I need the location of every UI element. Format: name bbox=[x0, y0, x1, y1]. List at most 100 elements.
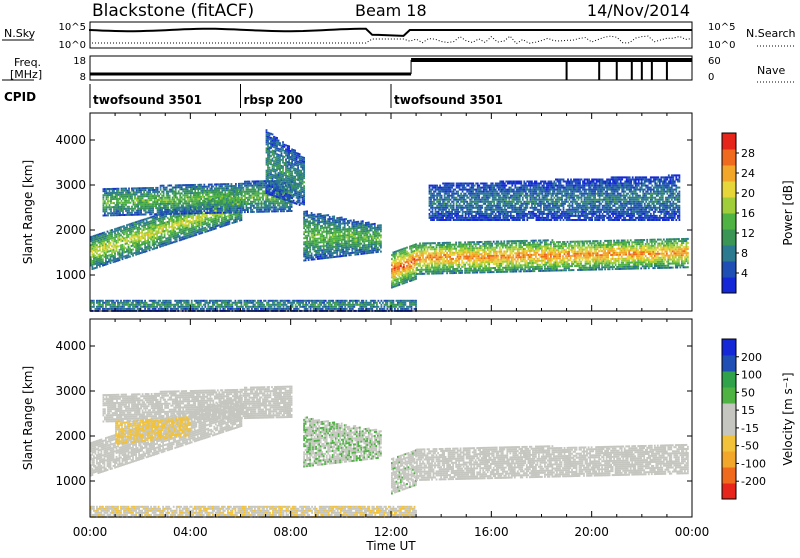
echo-cell bbox=[421, 249, 423, 251]
echo-cell bbox=[261, 188, 263, 190]
echo-cell bbox=[224, 201, 226, 203]
echo-cell bbox=[163, 191, 165, 193]
echo-cell bbox=[99, 266, 101, 268]
echo-cell bbox=[157, 201, 159, 203]
echo-cell bbox=[431, 263, 433, 265]
echo-cell bbox=[163, 195, 165, 197]
echo-cell bbox=[134, 242, 136, 244]
echo-cell bbox=[164, 234, 166, 236]
echo-cell bbox=[209, 200, 211, 202]
echo-cell bbox=[224, 206, 226, 208]
echo-cell bbox=[315, 242, 317, 244]
echo-cell bbox=[194, 198, 196, 200]
echo-cell bbox=[303, 197, 305, 199]
echo-cell bbox=[329, 216, 331, 218]
echo-cell bbox=[194, 200, 196, 202]
echo-cell bbox=[436, 262, 438, 264]
echo-cell bbox=[134, 194, 136, 196]
echo-cell bbox=[190, 208, 192, 210]
echo-cell bbox=[158, 191, 160, 193]
echo-cell bbox=[175, 201, 177, 203]
echo-cell bbox=[330, 230, 332, 232]
echo-cell bbox=[188, 224, 190, 226]
echo-cell bbox=[168, 223, 170, 225]
echo-cell bbox=[113, 202, 115, 204]
echo-cell bbox=[371, 229, 373, 231]
echo-cell bbox=[152, 207, 154, 209]
echo-cell bbox=[164, 230, 166, 232]
echo-cell bbox=[303, 227, 305, 229]
echo-cell bbox=[285, 195, 287, 197]
echo-cell bbox=[194, 232, 196, 234]
echo-cell bbox=[380, 236, 382, 238]
echo-cell bbox=[306, 219, 308, 221]
echo-cell bbox=[279, 187, 281, 189]
echo-cell bbox=[194, 214, 196, 216]
echo-cell bbox=[372, 252, 374, 254]
echo-cell bbox=[372, 239, 374, 241]
echo-cell bbox=[184, 198, 186, 200]
echo-cell bbox=[145, 209, 147, 211]
echo-cell bbox=[282, 170, 284, 172]
echo-cell bbox=[136, 193, 138, 195]
echo-cell bbox=[105, 235, 107, 237]
echo-cell bbox=[193, 210, 195, 212]
echo-cell bbox=[130, 202, 132, 204]
echo-cell bbox=[377, 247, 379, 249]
echo-cell bbox=[303, 185, 305, 187]
echo-cell bbox=[350, 254, 352, 256]
echo-cell bbox=[241, 211, 243, 213]
echo-cell bbox=[102, 258, 104, 260]
echo-cell bbox=[164, 189, 166, 191]
echo-cell bbox=[206, 188, 208, 190]
echo-cell bbox=[152, 209, 154, 211]
power-panel: 1000200030004000Slant Range [km]28242016… bbox=[21, 113, 795, 312]
echo-cell bbox=[285, 165, 287, 167]
echo-cell bbox=[255, 203, 257, 205]
echo-cell bbox=[324, 219, 326, 221]
echo-cell bbox=[175, 191, 177, 193]
echo-cell bbox=[169, 209, 171, 211]
echo-cell bbox=[221, 198, 223, 200]
echo-cell bbox=[375, 241, 377, 243]
echo-cell bbox=[405, 261, 407, 263]
echo-cell bbox=[224, 183, 226, 185]
echo-cell bbox=[314, 214, 316, 216]
echo-cell bbox=[194, 212, 196, 214]
echo-cell bbox=[122, 192, 124, 194]
echo-cell bbox=[201, 232, 203, 234]
echo-cell bbox=[273, 193, 275, 195]
echo-cell bbox=[439, 266, 441, 268]
echo-cell bbox=[151, 193, 153, 195]
echo-cell bbox=[356, 247, 358, 249]
echo-cell bbox=[431, 258, 433, 260]
echo-cell bbox=[285, 144, 287, 146]
echo-cell bbox=[425, 244, 427, 246]
echo-cell bbox=[231, 183, 233, 185]
echo-cell bbox=[187, 188, 189, 190]
echo-cell bbox=[278, 140, 280, 142]
echo-cell bbox=[118, 190, 120, 192]
echo-cell bbox=[291, 210, 293, 212]
echo-cell bbox=[375, 229, 377, 231]
echo-cell bbox=[166, 189, 168, 191]
echo-cell bbox=[221, 191, 223, 193]
echo-cell bbox=[176, 209, 178, 211]
echo-cell bbox=[369, 234, 371, 236]
echo-cell bbox=[199, 194, 201, 196]
echo-band-2 bbox=[266, 129, 305, 206]
echo-cell bbox=[152, 211, 154, 213]
echo-cell bbox=[172, 189, 174, 191]
echo-cell bbox=[134, 191, 136, 193]
echo-cell bbox=[119, 198, 121, 200]
echo-cell bbox=[439, 242, 441, 244]
echo-cell bbox=[261, 205, 263, 207]
echo-cell bbox=[285, 148, 287, 150]
echo-cell bbox=[308, 259, 310, 261]
echo-cell bbox=[436, 252, 438, 254]
echo-cell bbox=[151, 199, 153, 201]
echo-cell bbox=[164, 236, 166, 238]
echo-cell bbox=[338, 247, 340, 249]
echo-cell bbox=[194, 186, 196, 188]
echo-cell bbox=[348, 248, 350, 250]
